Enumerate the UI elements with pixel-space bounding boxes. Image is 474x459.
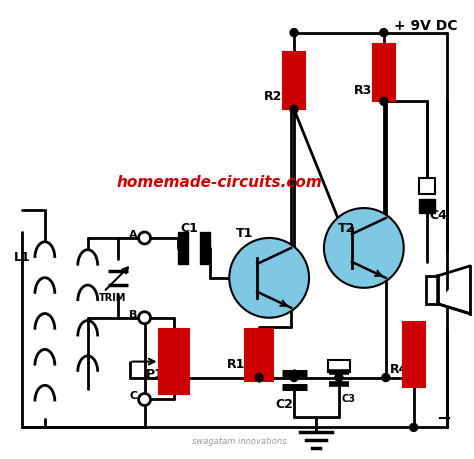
Text: C: C — [129, 392, 137, 402]
Text: −: − — [436, 410, 451, 428]
Polygon shape — [438, 266, 470, 313]
Text: R1: R1 — [227, 358, 246, 371]
Text: C2: C2 — [275, 398, 293, 411]
Text: C3: C3 — [342, 394, 356, 404]
Text: R2: R2 — [264, 90, 283, 103]
Text: T2: T2 — [338, 222, 356, 235]
Circle shape — [255, 374, 263, 381]
Text: T1: T1 — [236, 228, 253, 241]
Text: homemade-circuits.com: homemade-circuits.com — [117, 174, 322, 190]
Bar — [201, 232, 210, 264]
Bar — [178, 232, 188, 264]
Circle shape — [229, 238, 309, 318]
Text: P1: P1 — [146, 368, 164, 381]
Circle shape — [290, 28, 298, 37]
Bar — [328, 359, 350, 371]
Bar — [419, 178, 435, 194]
Text: R4: R4 — [390, 363, 408, 376]
Bar — [283, 51, 305, 109]
Circle shape — [335, 374, 343, 381]
Text: B: B — [129, 310, 138, 320]
Text: + 9V DC: + 9V DC — [394, 19, 457, 33]
Text: L1: L1 — [14, 252, 30, 264]
Bar — [159, 329, 190, 394]
Text: swagatam innovations: swagatam innovations — [192, 437, 286, 446]
Circle shape — [410, 423, 418, 431]
Circle shape — [382, 374, 390, 381]
Bar — [245, 329, 273, 381]
Circle shape — [380, 97, 388, 106]
Text: TRIM: TRIM — [99, 293, 127, 303]
Bar — [426, 276, 438, 304]
Text: R3: R3 — [354, 84, 372, 97]
Circle shape — [138, 312, 151, 324]
Bar — [419, 199, 435, 213]
Circle shape — [138, 393, 151, 405]
Bar — [373, 44, 395, 101]
Circle shape — [324, 208, 404, 288]
Circle shape — [138, 232, 151, 244]
Text: C1: C1 — [181, 222, 198, 235]
Text: C4: C4 — [430, 208, 447, 222]
Circle shape — [290, 374, 298, 381]
Bar — [403, 322, 425, 387]
Circle shape — [290, 106, 298, 113]
Circle shape — [380, 28, 388, 37]
Text: A: A — [129, 230, 138, 240]
